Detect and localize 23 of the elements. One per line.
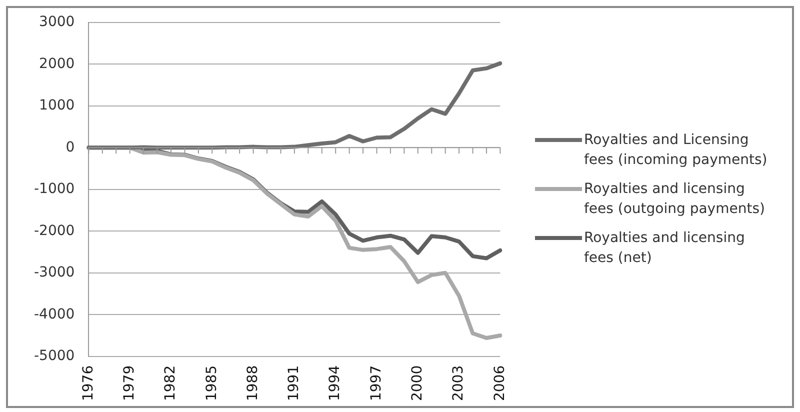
y-tick-label: -2000 [34,222,75,239]
x-tick-label: 1991 [286,365,302,402]
legend-label: Royalties and licensing fees (net) [584,229,746,268]
x-tick-label: 2000 [410,365,426,402]
x-tick-label: 1985 [204,365,220,402]
y-tick-label: -3000 [34,264,75,281]
x-tick-label: 1994 [327,365,344,402]
x-tick-label: 1988 [244,365,261,402]
y-tick-label: 1000 [39,98,75,114]
x-tick-label: 1997 [368,365,384,402]
y-tick-label: -4000 [34,306,75,322]
y-tick-label: 2000 [39,56,75,72]
y-tick-label: -5000 [34,348,75,364]
x-tick-label: 1982 [162,365,179,402]
legend-label: Royalties and licensing fees (outgoing payments) [584,180,766,219]
x-tick-label: 1976 [80,365,96,402]
x-tick-label: 2006 [492,365,508,402]
y-tick-label: -1000 [34,181,75,198]
y-tick-label: 3000 [39,14,75,30]
x-tick-label: 1979 [121,365,138,402]
legend-label: Royalties and Licensing fees (incoming payments) [584,131,768,170]
y-tick-label: 0 [66,139,75,156]
x-tick-label: 2003 [450,365,467,402]
